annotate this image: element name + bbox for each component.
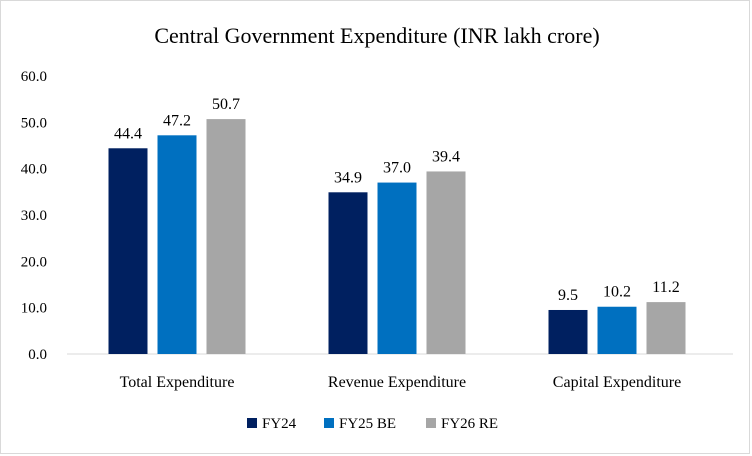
y-tick-label: 20.0	[21, 254, 47, 270]
legend-swatch	[426, 418, 436, 428]
data-label: 10.2	[603, 284, 631, 301]
legend-label: FY26 RE	[441, 416, 498, 432]
y-tick-label: 40.0	[21, 162, 47, 178]
data-label: 47.2	[163, 112, 191, 129]
data-label: 37.0	[383, 160, 411, 177]
data-label: 9.5	[558, 287, 578, 304]
data-label: 50.7	[212, 96, 240, 113]
y-tick-label: 0.0	[28, 347, 47, 363]
legend: FY24 FY25 BE FY26 RE	[247, 416, 498, 432]
legend-label: FY24	[262, 416, 297, 432]
y-axis-ticks: 0.0 10.0 20.0 30.0 40.0 50.0 60.0	[21, 69, 47, 363]
legend-label: FY25 BE	[339, 416, 396, 432]
data-label: 34.9	[334, 169, 362, 186]
y-tick-label: 50.0	[21, 115, 47, 131]
bars	[108, 119, 686, 354]
data-label: 39.4	[432, 148, 460, 165]
data-label: 11.2	[652, 279, 679, 296]
legend-swatch	[247, 418, 257, 428]
data-label: 44.4	[114, 125, 142, 142]
y-tick-label: 60.0	[21, 69, 47, 85]
bar	[108, 148, 148, 354]
bar	[328, 192, 368, 354]
legend-swatch	[324, 418, 334, 428]
bar	[646, 302, 686, 354]
category-labels: Total Expenditure Revenue Expenditure Capi…	[120, 374, 682, 391]
chart-title: Central Government Expenditure (INR lakh…	[154, 23, 599, 48]
data-labels: 44.4 47.2 50.7 34.9 37.0 39.4 9.5 10.2 11.2	[114, 96, 680, 304]
bar	[206, 119, 246, 354]
y-tick-label: 30.0	[21, 208, 47, 224]
bar	[157, 135, 197, 354]
bar	[377, 182, 417, 354]
bar	[597, 306, 637, 354]
category-label: Total Expenditure	[120, 374, 235, 391]
category-label: Capital Expenditure	[553, 374, 681, 391]
category-label: Revenue Expenditure	[328, 374, 466, 391]
bar	[426, 171, 466, 354]
y-tick-label: 10.0	[21, 301, 47, 317]
bar	[548, 309, 588, 354]
